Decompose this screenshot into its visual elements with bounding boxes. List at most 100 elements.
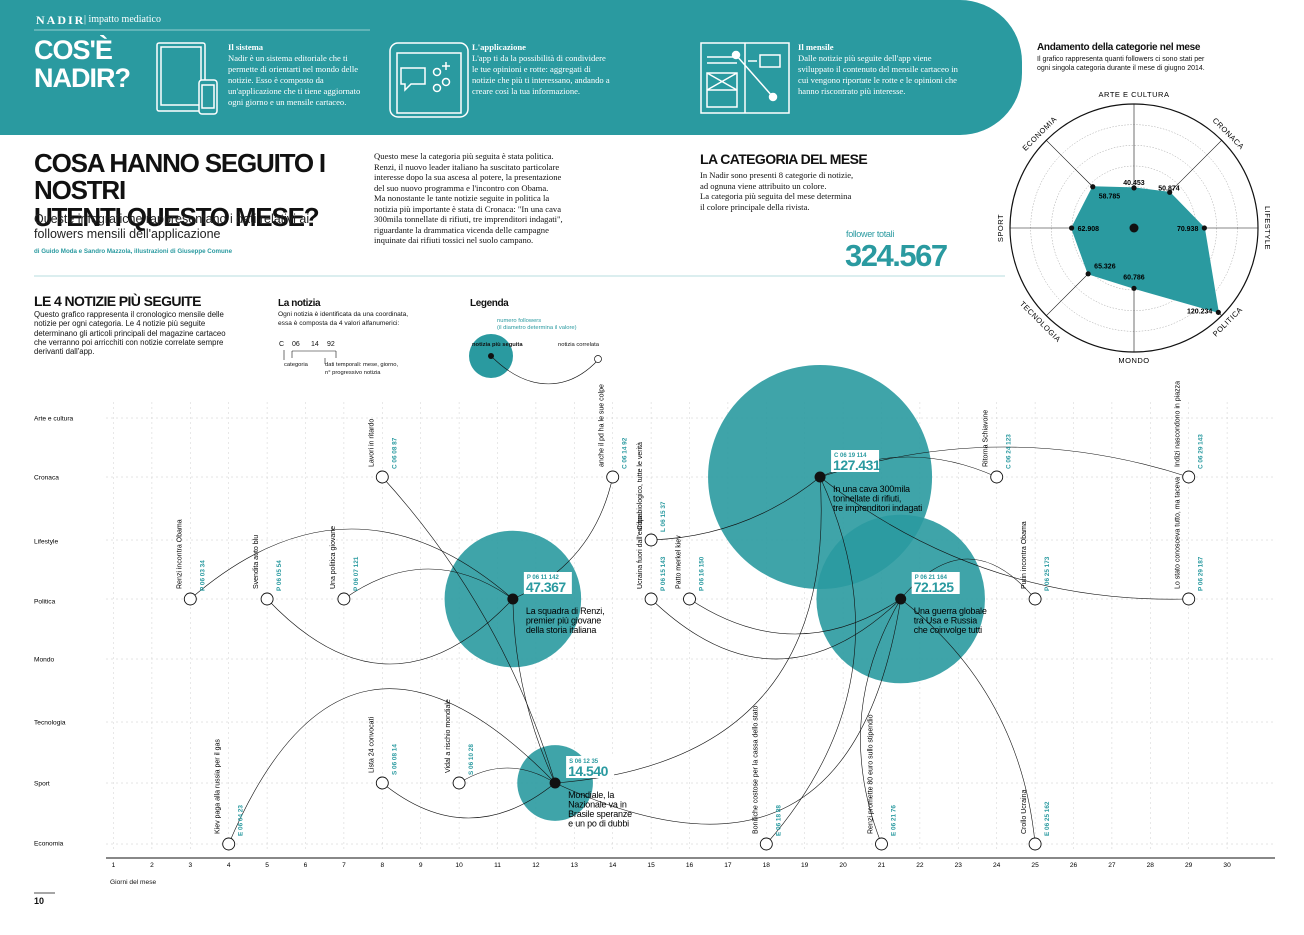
x-tick-label: 1 bbox=[112, 862, 116, 869]
top-news-headline: e un po di dubbi bbox=[568, 819, 629, 829]
radar-center bbox=[1129, 223, 1139, 233]
code-cat-label: categoria bbox=[284, 362, 308, 368]
radar-axis-label: SPORT bbox=[996, 214, 1005, 242]
radar-subtitle-line: ogni singola categoria durante il mese d… bbox=[1037, 65, 1205, 72]
radar-title: Andamento della categorie nel mese bbox=[1037, 42, 1201, 53]
categoria-line: ad ognuna viene attribuito un colore. bbox=[700, 180, 827, 191]
related-news-title: anche il pd ha le sue colpe bbox=[599, 384, 606, 467]
legend-related-dot bbox=[594, 355, 602, 363]
top-news-headline: Una guerra globale bbox=[914, 606, 987, 616]
body-line: inquinate dai rifiuti tossici nel suolo … bbox=[374, 235, 534, 245]
x-tick-label: 25 bbox=[1031, 862, 1039, 869]
magazine-icon bbox=[700, 42, 790, 114]
top-news-headline: tra Usa e Russia bbox=[914, 616, 978, 626]
related-news-title: Svendita auto blu bbox=[253, 535, 260, 589]
radar-subtitle-line: Il grafico rappresenta quanti followers … bbox=[1037, 56, 1205, 63]
tablet-phone-icon bbox=[156, 42, 218, 115]
x-tick-label: 20 bbox=[839, 862, 847, 869]
radar-value-label: 62.908 bbox=[1078, 226, 1100, 233]
related-news-code: P 06 15 143 bbox=[660, 556, 667, 591]
x-tick-label: 3 bbox=[188, 862, 192, 869]
x-tick-label: 5 bbox=[265, 862, 269, 869]
x-tick-label: 14 bbox=[609, 862, 617, 869]
x-tick-label: 8 bbox=[380, 862, 384, 869]
related-news-node bbox=[1028, 837, 1042, 851]
x-tick-label: 13 bbox=[571, 862, 579, 869]
credits: di Guido Moda e Sandro Mazzola, illustra… bbox=[34, 248, 233, 255]
connection-line bbox=[555, 476, 822, 784]
x-tick-label: 7 bbox=[342, 862, 346, 869]
radar-value-label: 120.234 bbox=[1187, 308, 1212, 315]
connection-line bbox=[650, 598, 901, 660]
related-news-code: C 06 08 87 bbox=[391, 437, 398, 469]
code-part: 92 bbox=[327, 341, 335, 348]
related-news-title: Lavori in ritardo bbox=[368, 419, 375, 467]
top-news-value: 47.367 bbox=[526, 579, 567, 595]
related-news-title: Ritorna Schiavone bbox=[983, 410, 990, 467]
x-tick-label: 21 bbox=[878, 862, 886, 869]
x-tick-label: 19 bbox=[801, 862, 809, 869]
code-dati-line: n° progressivo notizia bbox=[325, 369, 381, 376]
radar-point bbox=[1201, 225, 1207, 231]
intro-title-line: COSA HANNO SEGUITO I NOSTRI bbox=[34, 148, 326, 205]
connection-line bbox=[458, 767, 556, 784]
legenda-corr: notizia correlata bbox=[558, 342, 599, 348]
mensile-block: Il mensile Dalle notizie più seguite del… bbox=[798, 42, 960, 97]
related-news-node bbox=[375, 470, 389, 484]
x-tick-label: 10 bbox=[455, 862, 463, 869]
category-label: Lifestyle bbox=[34, 539, 59, 546]
x-tick-label: 28 bbox=[1147, 862, 1155, 869]
legenda-followers-line: numero followers bbox=[497, 318, 542, 324]
intro-body: Questo mese la categoria più seguita è s… bbox=[374, 151, 614, 246]
top-news-dot bbox=[507, 593, 519, 605]
intro-subtitle-line: Queste infografiche rappresentano i dati… bbox=[34, 212, 310, 226]
top-news-code: P 06 21 164 bbox=[915, 575, 948, 581]
connection-line bbox=[512, 598, 556, 784]
x-tick-label: 29 bbox=[1185, 862, 1193, 869]
la-notizia-line: essa è composta da 4 valori alfanumerici… bbox=[278, 319, 400, 327]
connection-line bbox=[266, 598, 514, 665]
related-news-title: Una politica giovane bbox=[330, 526, 337, 589]
top-news-headline: tre imprenditori indagati bbox=[833, 503, 922, 513]
body-line: interesse dopo la sua ascesa al potere, … bbox=[374, 172, 562, 182]
x-tick-label: 24 bbox=[993, 862, 1001, 869]
related-news-title: Indizi nascondono in piazza bbox=[1175, 381, 1182, 467]
x-tick-label: 4 bbox=[227, 862, 231, 869]
top-news-headline: Brasile speranze bbox=[568, 809, 632, 819]
code-dati-line: dati temporali: mese, giorno, bbox=[325, 362, 399, 368]
related-news-code: E 06 25 162 bbox=[1044, 801, 1051, 836]
code-part: C bbox=[279, 341, 285, 348]
radar-value-label: 40.453 bbox=[1123, 180, 1145, 187]
related-news-code: P 06 03 34 bbox=[199, 560, 206, 591]
radar-value-label: 60.786 bbox=[1123, 274, 1145, 281]
body-line: Ma nonostante le tante notizie seguite i… bbox=[374, 193, 550, 203]
related-news-code: P 06 16 150 bbox=[699, 556, 706, 591]
related-news-code: P 06 07 121 bbox=[353, 556, 360, 591]
related-news-node bbox=[452, 776, 466, 790]
x-tick-label: 26 bbox=[1070, 862, 1078, 869]
legenda-title: Legenda bbox=[470, 298, 509, 309]
top-news-headline: della storia italiana bbox=[526, 625, 597, 635]
intro-subtitle: Queste infografiche rappresentano i dati… bbox=[34, 212, 309, 242]
related-news-code: S 06 08 14 bbox=[391, 744, 398, 775]
radar-point bbox=[1131, 185, 1137, 191]
radar-area bbox=[1071, 186, 1219, 314]
top-news-dot bbox=[549, 777, 561, 789]
mensile-title: Il mensile bbox=[798, 42, 834, 52]
category-label: Tecnologia bbox=[34, 720, 66, 727]
applicazione-text: L'app ti da la possibilità di condivider… bbox=[472, 53, 610, 96]
related-news-code: P 06 29 187 bbox=[1198, 556, 1205, 591]
intro-title: COSA HANNO SEGUITO I NOSTRI UTENTI QUEST… bbox=[34, 150, 364, 231]
radar-point bbox=[1167, 189, 1173, 195]
x-tick-label: 2 bbox=[150, 862, 154, 869]
notizie-line: Questo grafico rappresenta il cronologic… bbox=[34, 310, 224, 319]
body-line: del suo nuovo programma e l'incontro con… bbox=[374, 182, 549, 193]
related-news-node bbox=[337, 592, 351, 606]
connection-line bbox=[228, 688, 556, 845]
la-notizia-text: Ogni notizia è identificata da una coord… bbox=[278, 311, 408, 328]
brand-name: NADIR bbox=[36, 13, 86, 27]
categoria-line: La categoria più seguita del mese determ… bbox=[700, 191, 852, 201]
related-news-title: Bonifiche costose per la cassa dello sta… bbox=[752, 705, 759, 834]
